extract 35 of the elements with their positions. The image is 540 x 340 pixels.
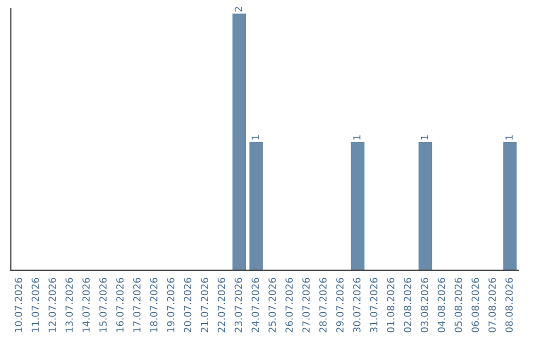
- x-tick-label: 28.07.2026: [319, 278, 327, 332]
- data-label: 1: [353, 135, 360, 140]
- x-tick-label: 01.08.2026: [386, 278, 394, 332]
- x-tick-label: 31.07.2026: [370, 278, 378, 332]
- x-tick-label: 04.08.2026: [438, 278, 446, 332]
- data-label: 2: [234, 7, 242, 12]
- x-tick-label: 06.08.2026: [472, 278, 479, 332]
- x-tick-label: 24.07.2026: [252, 278, 259, 332]
- x-tick-label: 07.08.2026: [488, 278, 496, 332]
- x-tick-label: 26.07.2026: [285, 278, 293, 332]
- x-tick-label: 03.08.2026: [420, 278, 428, 332]
- x-tick-label: 08.08.2026: [505, 278, 513, 332]
- x-tick-label: 19.07.2026: [167, 278, 174, 332]
- x-tick-label: 14.07.2026: [82, 278, 90, 332]
- data-label: 1: [506, 135, 513, 140]
- x-tick-label: 17.07.2026: [133, 278, 141, 332]
- x-tick-label: 29.07.2026: [336, 278, 344, 332]
- x-tick-label: 05.08.2026: [454, 278, 462, 332]
- data-label: 1: [252, 135, 259, 140]
- x-tick-label: 18.07.2026: [150, 278, 158, 332]
- x-tick-label: 12.07.2026: [48, 278, 56, 332]
- x-tick-label: 16.07.2026: [116, 278, 124, 332]
- x-tick-label: 11.07.2026: [32, 278, 39, 332]
- x-tick-label: 30.07.2026: [353, 278, 360, 332]
- x-tick-label: 20.07.2026: [184, 278, 192, 332]
- x-tick-label: 02.08.2026: [404, 278, 412, 332]
- x-tick-label: 23.07.2026: [234, 278, 242, 332]
- x-tick-label: 15.07.2026: [99, 278, 107, 332]
- x-tick-label: 25.07.2026: [268, 278, 276, 332]
- x-tick-label: 13.07.2026: [65, 278, 73, 332]
- x-tick-label: 27.07.2026: [302, 278, 310, 332]
- data-label: 1: [420, 135, 428, 140]
- x-tick-label: 10.07.2026: [14, 278, 22, 332]
- x-tick-label: 22.07.2026: [218, 278, 226, 332]
- x-tick-label: 21.07.2026: [200, 278, 208, 332]
